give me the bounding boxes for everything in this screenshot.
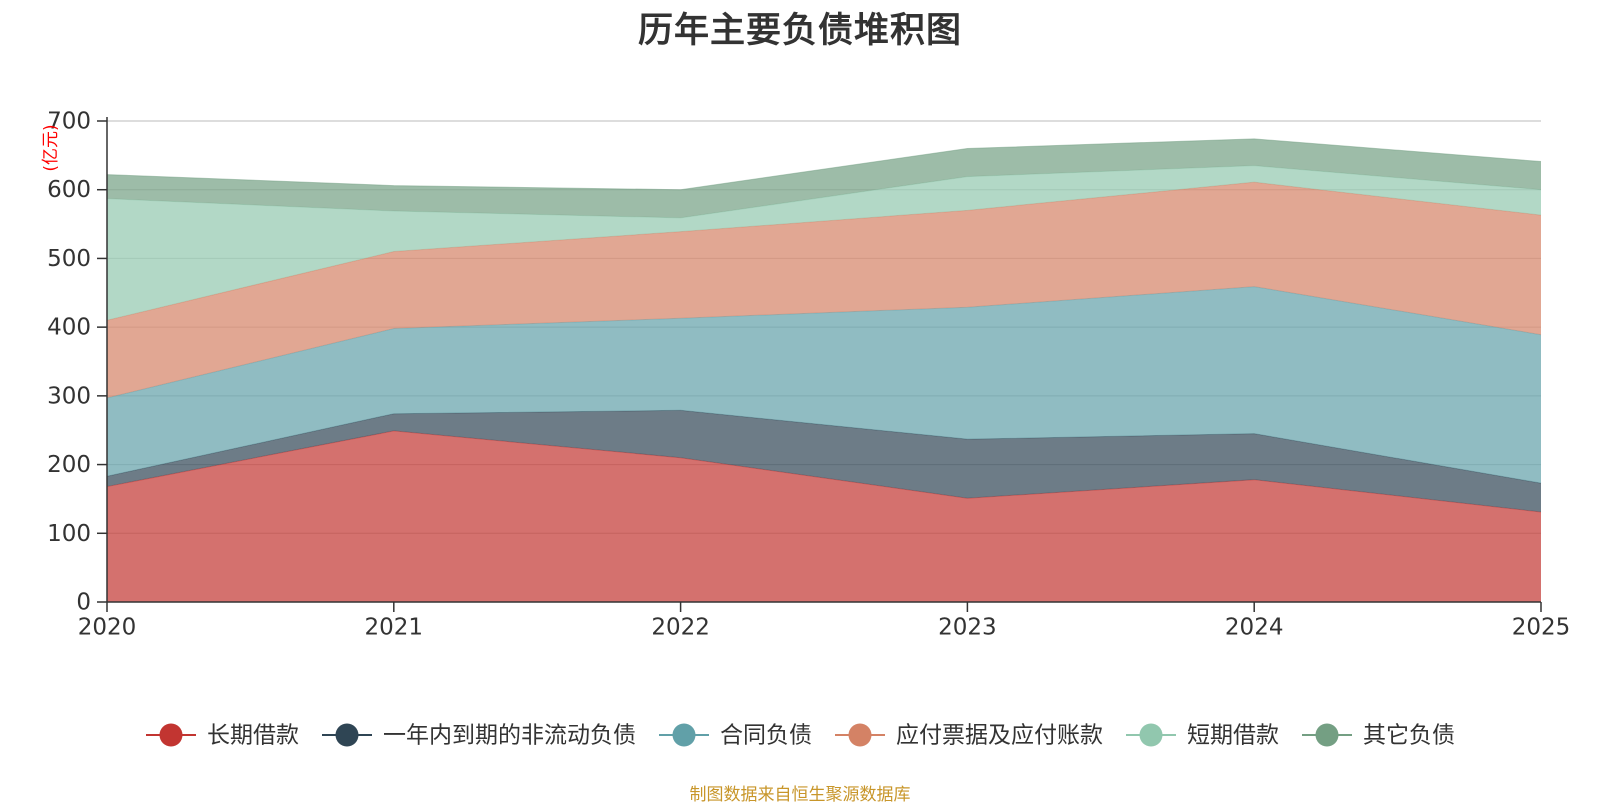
- x-tick-label: 2022: [651, 615, 710, 641]
- legend-marker: [1315, 723, 1339, 747]
- legend-item-3: 合同负债: [659, 723, 812, 749]
- legend-label: 其它负债: [1363, 723, 1455, 749]
- y-tick-label: 500: [47, 246, 91, 272]
- axis-layer: 0 100 200 300 400 500 600 700 2020 2021 2022 2023 20…: [47, 109, 1570, 641]
- area-layer: [106, 138, 1542, 602]
- y-tick-label: 300: [47, 383, 91, 409]
- legend-item-5: 短期借款: [1126, 723, 1279, 749]
- legend-item-6: 其它负债: [1302, 723, 1455, 749]
- source-note: 制图数据来自恒生聚源数据库: [689, 785, 911, 805]
- area-series-3: [107, 286, 1541, 484]
- y-tick-label: 200: [47, 452, 91, 478]
- area-series-2: [107, 410, 1541, 512]
- area-series-1: [107, 430, 1541, 602]
- x-tick-label: 2023: [938, 615, 997, 641]
- legend: 长期借款 一年内到期的非流动负债 合同负债 应付票据及应付账款 短期借款 其它负债: [146, 723, 1455, 749]
- y-tick-label: 700: [47, 109, 91, 135]
- legend-item-1: 长期借款: [146, 723, 299, 749]
- area-edge-series-6: [106, 138, 1542, 191]
- legend-label: 合同负债: [720, 723, 812, 749]
- legend-label: 应付票据及应付账款: [896, 723, 1103, 749]
- legend-marker: [672, 723, 696, 747]
- legend-marker: [335, 723, 359, 747]
- y-tick-label: 400: [47, 315, 91, 341]
- legend-marker: [1139, 723, 1163, 747]
- x-tick-label: 2024: [1225, 615, 1284, 641]
- area-series-5: [107, 165, 1541, 321]
- y-axis-unit-label: (亿元): [41, 124, 61, 171]
- area-series-4: [107, 182, 1541, 398]
- legend-marker: [159, 723, 183, 747]
- legend-item-2: 一年内到期的非流动负债: [322, 723, 636, 749]
- legend-label: 短期借款: [1187, 723, 1279, 749]
- x-tick-label: 2025: [1512, 615, 1571, 641]
- legend-label: 一年内到期的非流动负债: [383, 723, 636, 749]
- y-tick-label: 100: [47, 521, 91, 547]
- legend-label: 长期借款: [207, 723, 299, 749]
- area-series-6: [107, 138, 1541, 218]
- y-tick-label: 600: [47, 177, 91, 203]
- x-tick-label: 2020: [78, 615, 137, 641]
- chart-title: 历年主要负债堆积图: [637, 11, 962, 51]
- legend-item-4: 应付票据及应付账款: [835, 723, 1103, 749]
- legend-marker: [848, 723, 872, 747]
- x-tick-label: 2021: [365, 615, 424, 641]
- y-tick-label: 0: [76, 590, 91, 616]
